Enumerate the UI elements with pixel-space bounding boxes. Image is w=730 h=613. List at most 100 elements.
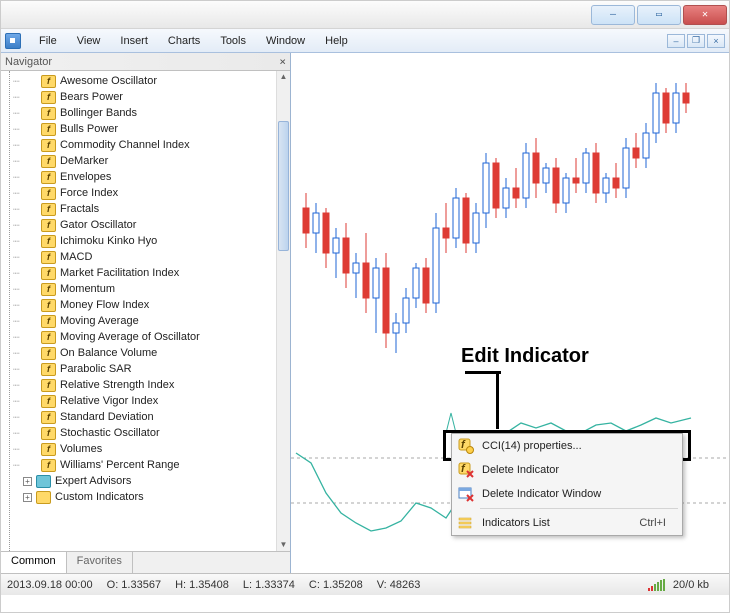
indicator-item[interactable]: ┈fRelative Strength Index — [1, 377, 276, 393]
indicator-label: Parabolic SAR — [60, 363, 132, 375]
status-high: H: 1.35408 — [175, 579, 243, 591]
cm-delete-indicator[interactable]: f Delete Indicator — [452, 458, 682, 482]
window-minimize-button[interactable]: — — [591, 5, 635, 25]
indicator-icon: f — [41, 107, 56, 120]
indicator-item[interactable]: ┈fAwesome Oscillator — [1, 73, 276, 89]
cm-delete-window[interactable]: Delete Indicator Window — [452, 482, 682, 506]
indicator-item[interactable]: ┈fVolumes — [1, 441, 276, 457]
window-maximize-button[interactable]: ▭ — [637, 5, 681, 25]
status-low: L: 1.33374 — [243, 579, 309, 591]
indicator-item[interactable]: ┈fStandard Deviation — [1, 409, 276, 425]
indicator-icon: f — [41, 315, 56, 328]
indicator-item[interactable]: ┈fBollinger Bands — [1, 105, 276, 121]
scroll-up-icon[interactable]: ▲ — [279, 72, 288, 82]
indicator-item[interactable]: ┈fBears Power — [1, 89, 276, 105]
tab-common[interactable]: Common — [1, 552, 67, 573]
expand-icon[interactable]: + — [23, 493, 32, 502]
indicator-label: Envelopes — [60, 171, 111, 183]
indicator-item[interactable]: ┈fParabolic SAR — [1, 361, 276, 377]
status-open: O: 1.33567 — [107, 579, 175, 591]
indicator-label: Commodity Channel Index — [60, 139, 190, 151]
cm-indicators-list[interactable]: Indicators List Ctrl+I — [452, 511, 682, 535]
menubar: File View Insert Charts Tools Window Hel… — [1, 29, 729, 53]
indicator-icon: f — [41, 123, 56, 136]
indicator-icon: f — [41, 331, 56, 344]
indicator-item[interactable]: ┈fCommodity Channel Index — [1, 137, 276, 153]
indicator-label: Gator Oscillator — [60, 219, 136, 231]
menu-insert[interactable]: Insert — [110, 31, 158, 51]
navigator-panel: Navigator × ┈fAwesome Oscillator┈fBears … — [1, 53, 291, 573]
indicator-item[interactable]: ┈fWilliams' Percent Range — [1, 457, 276, 473]
tree-group[interactable]: +Expert Advisors — [1, 473, 276, 489]
indicator-label: Stochastic Oscillator — [60, 427, 160, 439]
indicator-item[interactable]: ┈fMoving Average — [1, 313, 276, 329]
indicator-label: Standard Deviation — [60, 411, 154, 423]
indicator-item[interactable]: ┈fMACD — [1, 249, 276, 265]
mdi-minimize-button[interactable]: – — [667, 34, 685, 48]
indicator-icon: f — [41, 299, 56, 312]
indicator-icon: f — [41, 411, 56, 424]
menu-charts[interactable]: Charts — [158, 31, 210, 51]
indicator-label: Volumes — [60, 443, 102, 455]
navigator-scrollbar[interactable]: ▲ ▼ — [276, 71, 290, 551]
expand-icon[interactable]: + — [23, 477, 32, 486]
status-kb: 20/0 kb — [673, 579, 723, 591]
indicator-icon: f — [41, 379, 56, 392]
window-delete-icon — [458, 486, 474, 502]
scroll-thumb[interactable] — [278, 121, 289, 251]
indicator-item[interactable]: ┈fMoney Flow Index — [1, 297, 276, 313]
indicator-label: Fractals — [60, 203, 99, 215]
navigator-title-label: Navigator — [5, 56, 52, 68]
indicator-item[interactable]: ┈fOn Balance Volume — [1, 345, 276, 361]
navigator-tabs: Common Favorites — [1, 551, 290, 573]
connection-bars-icon — [648, 579, 665, 591]
indicator-item[interactable]: ┈fBulls Power — [1, 121, 276, 137]
navigator-close-icon[interactable]: × — [279, 55, 286, 68]
statusbar: 2013.09.18 00:00 O: 1.33567 H: 1.35408 L… — [1, 573, 729, 595]
indicator-label: Moving Average of Oscillator — [60, 331, 200, 343]
indicator-label: Ichimoku Kinko Hyo — [60, 235, 157, 247]
indicator-icon: f — [41, 459, 56, 472]
indicator-item[interactable]: ┈fMomentum — [1, 281, 276, 297]
indicator-item[interactable]: ┈fGator Oscillator — [1, 217, 276, 233]
tab-favorites[interactable]: Favorites — [67, 552, 133, 573]
annotation-connector — [496, 371, 499, 429]
window-close-button[interactable]: ✕ — [683, 5, 727, 25]
indicator-label: Bears Power — [60, 91, 123, 103]
menu-file[interactable]: File — [29, 31, 67, 51]
menu-tools[interactable]: Tools — [210, 31, 256, 51]
scroll-down-icon[interactable]: ▼ — [279, 540, 288, 550]
indicator-label: Relative Vigor Index — [60, 395, 158, 407]
edit-indicator-annotation: Edit Indicator — [461, 345, 589, 368]
mdi-close-button[interactable]: × — [707, 34, 725, 48]
app-logo-icon — [5, 33, 21, 49]
indicator-icon: f — [41, 219, 56, 232]
indicator-label: Moving Average — [60, 315, 139, 327]
indicator-label: Market Facilitation Index — [60, 267, 179, 279]
mdi-controls: – ❐ × — [665, 34, 729, 48]
tree-group[interactable]: +Custom Indicators — [1, 489, 276, 505]
fx-delete-icon: f — [458, 462, 474, 478]
cm-properties[interactable]: f CCI(14) properties... — [452, 434, 682, 458]
indicator-item[interactable]: ┈fEnvelopes — [1, 169, 276, 185]
indicator-item[interactable]: ┈fStochastic Oscillator — [1, 425, 276, 441]
indicator-icon: f — [41, 187, 56, 200]
indicator-item[interactable]: ┈fForce Index — [1, 185, 276, 201]
indicator-label: Momentum — [60, 283, 115, 295]
indicator-label: Force Index — [60, 187, 118, 199]
menu-help[interactable]: Help — [315, 31, 358, 51]
indicator-item[interactable]: ┈fMoving Average of Oscillator — [1, 329, 276, 345]
indicator-label: Money Flow Index — [60, 299, 149, 311]
indicator-item[interactable]: ┈fIchimoku Kinko Hyo — [1, 233, 276, 249]
mdi-restore-button[interactable]: ❐ — [687, 34, 705, 48]
indicator-item[interactable]: ┈fDeMarker — [1, 153, 276, 169]
indicator-label: Relative Strength Index — [60, 379, 174, 391]
menu-window[interactable]: Window — [256, 31, 315, 51]
cm-delete-window-label: Delete Indicator Window — [482, 488, 601, 500]
indicator-item[interactable]: ┈fRelative Vigor Index — [1, 393, 276, 409]
menu-view[interactable]: View — [67, 31, 111, 51]
indicator-item[interactable]: ┈fMarket Facilitation Index — [1, 265, 276, 281]
indicator-item[interactable]: ┈fFractals — [1, 201, 276, 217]
indicator-icon: f — [41, 427, 56, 440]
cm-shortcut: Ctrl+I — [639, 517, 666, 529]
